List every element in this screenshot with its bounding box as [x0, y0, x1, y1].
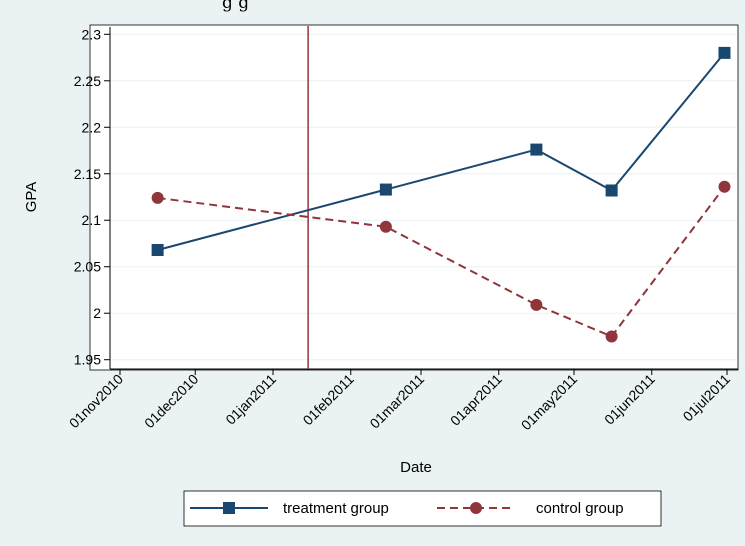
y-tick-label: 2.05 — [74, 259, 101, 275]
grid-lines — [111, 33, 737, 361]
x-tick-label: 01jan2011 — [222, 371, 279, 428]
control-point — [151, 191, 164, 204]
treatment-point — [530, 143, 543, 156]
y-tick-label: 2 — [93, 305, 101, 321]
x-tick-label: 01jul2011 — [680, 371, 734, 425]
control-legend-label: control group — [536, 500, 624, 517]
x-tick-label: 01feb2011 — [300, 371, 358, 429]
control-point — [718, 180, 731, 193]
series-layer — [151, 46, 731, 343]
y-tick-label: 1.95 — [74, 352, 101, 368]
x-tick-label: 01apr2011 — [447, 371, 505, 429]
x-tick-label: 01nov2010 — [66, 371, 126, 431]
treatment-point — [379, 183, 392, 196]
legend: treatment group control group — [190, 500, 624, 517]
y-tick-label: 2.3 — [82, 26, 102, 42]
y-tick-label: 2.2 — [82, 119, 102, 135]
y-axis-ticks: 1.95 2 2.05 2.1 2.15 2.2 2.25 2.3 — [74, 26, 110, 368]
control-point — [379, 220, 392, 233]
treatment-legend-label: treatment group — [283, 500, 389, 517]
x-tick-label: 01dec2010 — [141, 371, 201, 431]
treatment-point — [718, 46, 731, 59]
y-tick-label: 2.25 — [74, 73, 101, 89]
y-tick-label: 2.1 — [82, 212, 102, 228]
treatment-legend-marker — [223, 502, 235, 514]
plot-area — [89, 24, 739, 371]
x-tick-label: 01may2011 — [518, 371, 580, 433]
y-tick-label: 2.15 — [74, 166, 101, 182]
treatment-point — [605, 184, 618, 197]
x-axis-title: Date — [400, 459, 432, 476]
y-axis-title: GPA — [23, 182, 40, 213]
header-fragment: g g — [222, 0, 249, 13]
control-point — [530, 298, 543, 311]
x-tick-label: 01mar2011 — [366, 371, 427, 432]
x-axis-ticks: 01nov2010 01dec2010 01jan2011 01feb2011 01ma… — [66, 369, 733, 433]
x-tick-label: 01jun2011 — [601, 371, 658, 428]
control-point — [605, 330, 618, 343]
treatment-point — [151, 243, 164, 256]
control-legend-marker — [470, 502, 482, 514]
